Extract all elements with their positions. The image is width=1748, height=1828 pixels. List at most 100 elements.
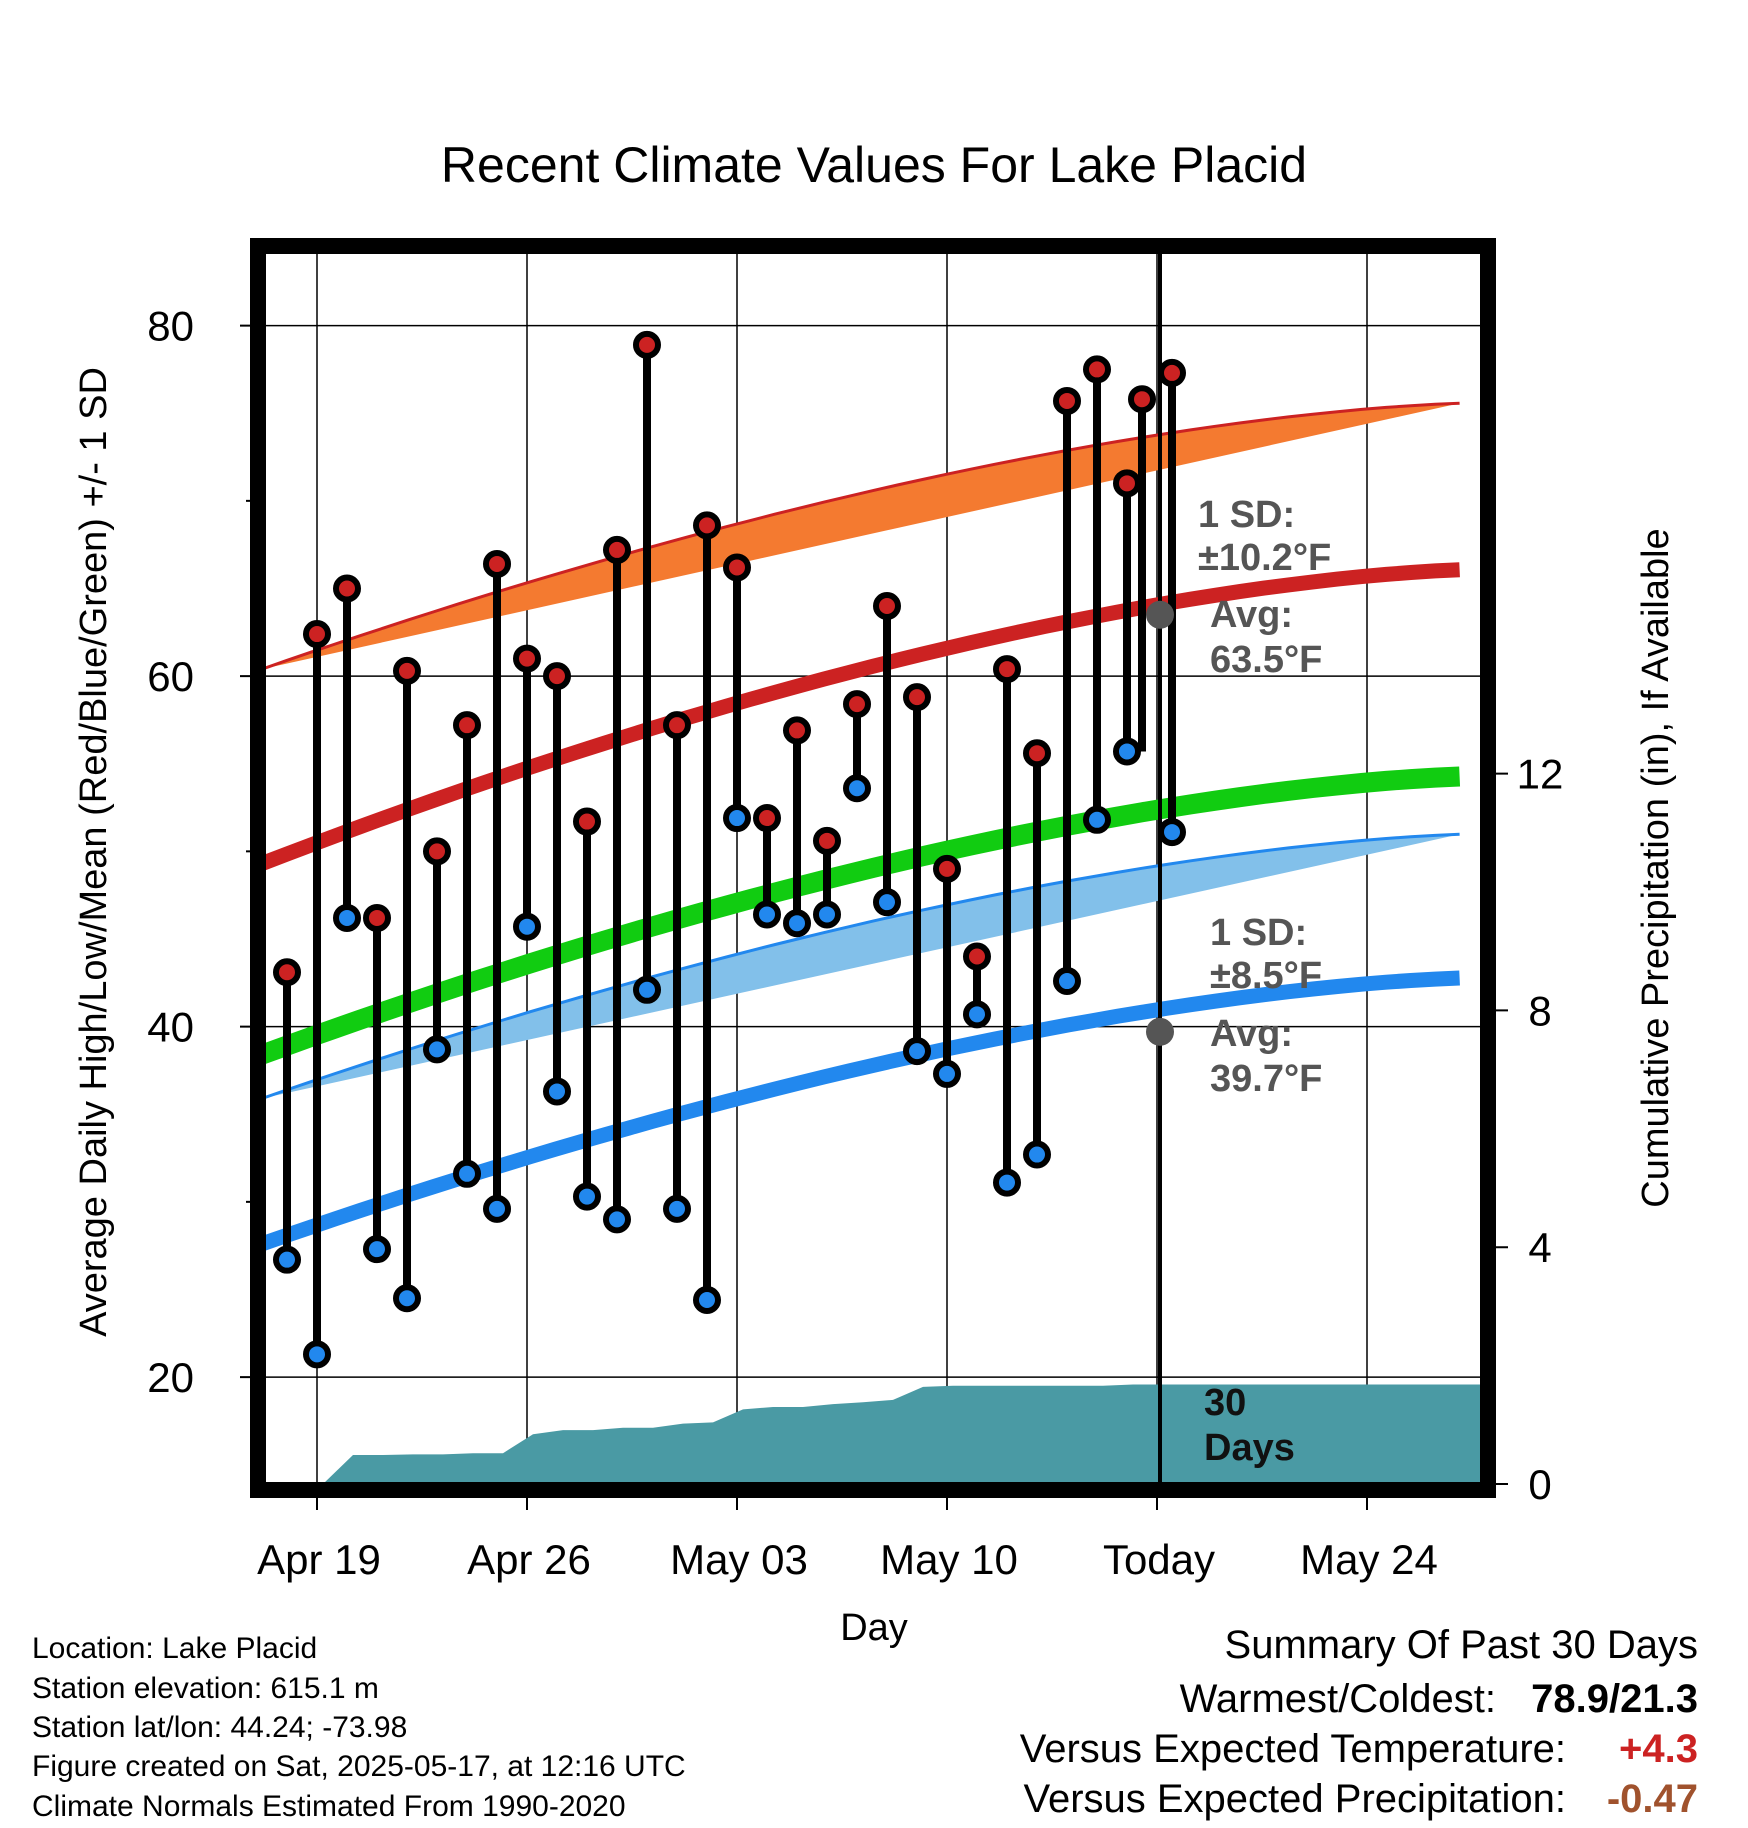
- high-temp-point: [1053, 386, 1081, 415]
- high-temp-point: [933, 854, 961, 883]
- summary-temp-value: +4.3: [1619, 1727, 1698, 1771]
- low-temp-point: [1023, 1140, 1051, 1169]
- footer-location: Location: Lake Placid: [32, 1632, 317, 1665]
- high-temp-point: [843, 690, 871, 719]
- low-temp-point: [753, 900, 781, 929]
- high-temp-point: [1083, 355, 1111, 384]
- high-temp-point: [993, 655, 1021, 684]
- right-tick-label: 12: [1517, 751, 1564, 798]
- low-avg-label: Avg:: [1210, 1013, 1293, 1055]
- y-axis-label: Average Daily High/Low/Mean (Red/Blue/Gr…: [73, 367, 115, 1337]
- plot-frame: [250, 238, 1496, 1498]
- high-temp-point: [573, 807, 601, 836]
- low-temp-point: [813, 900, 841, 929]
- today-annotations: 1 SD: ±10.2°F Avg: 63.5°F 1 SD: ±8.5°F A…: [1198, 494, 1331, 1469]
- high-temp-point: [813, 826, 841, 855]
- y-tick-label: 40: [147, 1004, 194, 1051]
- low-temp-point: [483, 1194, 511, 1223]
- high-normal-line: [264, 562, 1460, 871]
- y-tick-label: 60: [147, 653, 194, 700]
- right-tick-label: 4: [1528, 1224, 1551, 1271]
- low-temp-point: [573, 1182, 601, 1211]
- x-tick-label: May 03: [670, 1536, 808, 1583]
- x-tick-label: Today: [1103, 1536, 1215, 1583]
- low-temp-point: [423, 1035, 451, 1064]
- right-axis-ticks: 0 4 8 12: [1488, 751, 1563, 1508]
- high-temp-point: [633, 330, 661, 359]
- footer-normals: Climate Normals Estimated From 1990-2020: [32, 1790, 626, 1823]
- high-temp-point: [753, 804, 781, 833]
- footer-info: Location: Lake Placid Station elevation:…: [32, 1632, 686, 1823]
- low-temp-point: [1083, 805, 1111, 834]
- summary-precip-value: -0.47: [1607, 1777, 1698, 1821]
- low-temp-point: [393, 1284, 421, 1313]
- low-temp-point: [723, 804, 751, 833]
- high-temp-point: [393, 656, 421, 685]
- x-tick-label: May 24: [1300, 1536, 1438, 1583]
- x-tick-label: May 10: [880, 1536, 1018, 1583]
- high-temp-point: [603, 535, 631, 564]
- low-temp-point: [453, 1159, 481, 1188]
- high-temp-point: [723, 553, 751, 582]
- right-tick-label: 8: [1528, 987, 1551, 1034]
- low-temp-point: [513, 912, 541, 941]
- summary-heading: Summary Of Past 30 Days: [1225, 1623, 1698, 1667]
- high-temp-point: [273, 958, 301, 987]
- y-axis-ticks: 20 40 60 80: [147, 303, 258, 1401]
- chart-title: Recent Climate Values For Lake Placid: [441, 137, 1307, 193]
- low-avg-value: 39.7°F: [1210, 1058, 1322, 1100]
- high-sd-label: 1 SD:: [1198, 494, 1295, 536]
- high-temp-point: [903, 683, 931, 712]
- right-axis-label: Cumulative Precipitation (in), If Availa…: [1635, 528, 1677, 1207]
- plot-area: [264, 252, 1482, 1484]
- low-temp-point: [273, 1245, 301, 1274]
- summary-temp-label: Versus Expected Temperature:: [1020, 1727, 1566, 1771]
- low-temp-point: [1158, 818, 1186, 847]
- summary-warm-cold-value: 78.9/21.3: [1531, 1677, 1698, 1721]
- high-temp-point: [303, 620, 331, 649]
- today-high-avg-marker: [1146, 600, 1174, 629]
- low-sd-value: ±8.5°F: [1210, 955, 1322, 997]
- low-temp-point: [963, 1000, 991, 1029]
- high-avg-label: Avg:: [1210, 594, 1293, 636]
- days-label-number: 30: [1204, 1382, 1246, 1424]
- y-tick-label: 20: [147, 1354, 194, 1401]
- high-avg-value: 63.5°F: [1210, 639, 1322, 681]
- high-temp-point: [963, 942, 991, 971]
- y-tick-label: 80: [147, 303, 194, 350]
- low-temp-point: [543, 1077, 571, 1106]
- low-temp-point: [333, 903, 361, 932]
- high-temp-point: [363, 903, 391, 932]
- x-axis-label: Day: [840, 1607, 908, 1649]
- low-temp-point: [603, 1205, 631, 1234]
- low-temp-point: [783, 909, 811, 938]
- footer-elevation: Station elevation: 615.1 m: [32, 1672, 379, 1705]
- low-sd-label: 1 SD:: [1210, 912, 1307, 954]
- low-temp-point: [993, 1168, 1021, 1197]
- low-temp-point: [663, 1194, 691, 1223]
- low-temp-point: [873, 888, 901, 917]
- high-temp-point: [453, 711, 481, 740]
- precipitation-area: [264, 1384, 1482, 1484]
- days-label-text: Days: [1204, 1427, 1295, 1469]
- x-tick-label: Apr 26: [467, 1536, 591, 1583]
- daily-range-bars: [273, 330, 1186, 1369]
- high-temp-point: [1023, 739, 1051, 768]
- low-temp-point: [363, 1235, 391, 1264]
- today-low-avg-marker: [1146, 1017, 1174, 1046]
- high-temp-point: [1158, 358, 1186, 387]
- x-axis-ticks: Apr 19 Apr 26 May 03 May 10 Today May 24: [257, 1490, 1438, 1583]
- high-temp-point: [513, 644, 541, 673]
- low-temp-point: [903, 1037, 931, 1066]
- low-temp-point: [633, 975, 661, 1004]
- summary-warm-cold-label: Warmest/Coldest:: [1180, 1677, 1496, 1721]
- low-temp-point: [843, 774, 871, 803]
- high-temp-point: [873, 592, 901, 621]
- right-tick-label: 0: [1528, 1461, 1551, 1508]
- high-temp-point: [483, 549, 511, 578]
- footer-created: Figure created on Sat, 2025-05-17, at 12…: [32, 1750, 686, 1783]
- low-temp-point: [933, 1059, 961, 1088]
- high-temp-point: [543, 662, 571, 691]
- high-temp-point: [1128, 385, 1156, 414]
- high-temp-point: [663, 711, 691, 740]
